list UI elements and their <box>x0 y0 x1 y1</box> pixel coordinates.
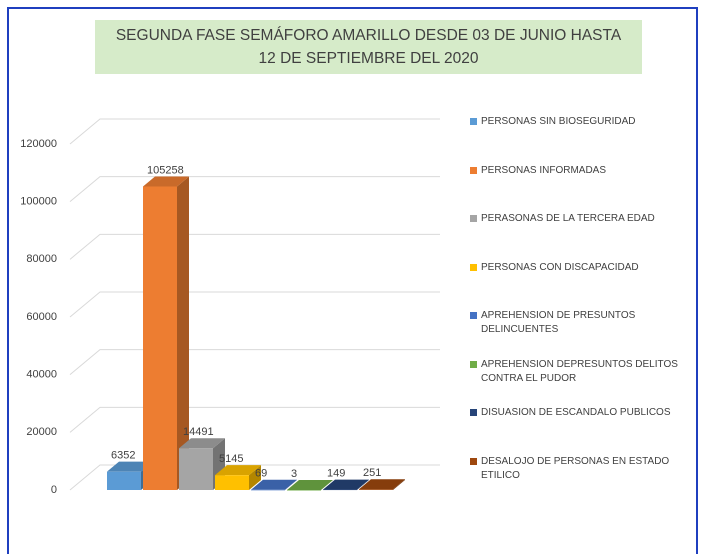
y-tick-label: 120000 <box>20 138 57 150</box>
data-label: 5145 <box>219 453 243 465</box>
legend-item: PERSONAS CON DISCAPACIDAD <box>470 261 690 275</box>
y-tick-label: 80000 <box>26 253 57 265</box>
data-label: 149 <box>327 467 345 479</box>
bar-side <box>249 465 261 490</box>
legend-item: PERASONAS DE LA TERCERA EDAD <box>470 212 690 226</box>
legend-label: PERSONAS SIN BIOSEGURIDAD <box>481 116 636 127</box>
bar-side <box>321 479 333 490</box>
bar-side <box>357 479 369 490</box>
grid-line <box>69 464 440 491</box>
bar <box>143 186 177 490</box>
legend-swatch <box>470 457 477 465</box>
bar <box>323 489 357 491</box>
legend-label: PERSONAS CON DISCAPACIDAD <box>481 261 639 273</box>
chart-title: SEGUNDA FASE SEMÁFORO AMARILLO DESDE 03 … <box>95 20 642 74</box>
bar-side <box>285 479 297 490</box>
legend-swatch <box>470 409 477 416</box>
bar <box>179 448 213 490</box>
legend-label: PERASONAS DE LA TERCERA EDAD <box>481 213 655 224</box>
grid-line <box>69 349 440 376</box>
legend-item: PERSONAS SIN BIOSEGURIDAD <box>470 115 690 129</box>
legend-swatch <box>470 312 477 319</box>
bar-top <box>359 479 405 490</box>
grid-line <box>69 291 440 318</box>
bar-top <box>179 438 225 449</box>
bar <box>287 489 321 491</box>
legend-item: DESALOJO DE PERSONAS EN ESTADO ETILICO <box>470 455 690 483</box>
bar <box>107 471 141 490</box>
bar-side <box>177 176 189 490</box>
bar-top <box>323 479 369 490</box>
bar-top <box>143 176 189 187</box>
frame <box>7 7 698 554</box>
bar-top <box>107 461 153 472</box>
bar-side <box>393 479 405 490</box>
legend-label: APREHENSION DE PRESUNTOS DELINCUENTES <box>481 310 636 335</box>
bar <box>359 489 393 490</box>
legend-label: DISUASION DE ESCANDALO PUBLICOS <box>481 407 671 418</box>
legend-label: APREHENSION DEPRESUNTOS DELITOS CONTRA E… <box>481 358 678 384</box>
legend-label: DESALOJO DE PERSONAS EN ESTADO ETILICO <box>481 455 670 481</box>
bar-top <box>287 479 333 490</box>
legend-item: APREHENSION DEPRESUNTOS DELITOS CONTRA E… <box>470 358 690 386</box>
legend-swatch <box>470 215 477 222</box>
legend-swatch <box>470 166 477 174</box>
legend-item: APREHENSION DE PRESUNTOS DELINCUENTES <box>470 309 690 337</box>
title-line: SEGUNDA FASE SEMÁFORO AMARILLO DESDE 03 … <box>115 27 622 44</box>
bar-top <box>215 465 261 476</box>
data-label: 105258 <box>147 164 184 176</box>
title-line: 12 DE SEPTIEMBRE DEL 2020 <box>258 50 479 67</box>
y-tick-label: 0 <box>51 484 57 496</box>
bar <box>215 475 249 490</box>
grid-line <box>69 176 440 203</box>
bar <box>251 489 285 491</box>
y-tick-label: 100000 <box>20 196 57 208</box>
bar-top <box>251 479 297 490</box>
grid-line <box>69 406 440 433</box>
data-label: 251 <box>363 467 381 479</box>
y-tick-label: 60000 <box>26 311 57 323</box>
data-label: 69 <box>255 468 267 480</box>
grid-line <box>69 118 440 145</box>
legend-item: PERSONAS INFORMADAS <box>470 164 690 178</box>
data-label: 6352 <box>111 450 135 462</box>
legend-swatch <box>470 360 477 368</box>
legend-swatch <box>470 118 477 125</box>
legend-item: DISUASION DE ESCANDALO PUBLICOS <box>470 406 690 420</box>
data-label: 3 <box>291 468 297 480</box>
y-tick-label: 20000 <box>26 426 57 438</box>
legend-label: PERSONAS INFORMADAS <box>481 164 607 176</box>
grid-line <box>69 233 440 260</box>
y-tick-label: 40000 <box>26 369 57 381</box>
legend-swatch <box>470 263 477 271</box>
data-label: 14491 <box>183 426 214 438</box>
